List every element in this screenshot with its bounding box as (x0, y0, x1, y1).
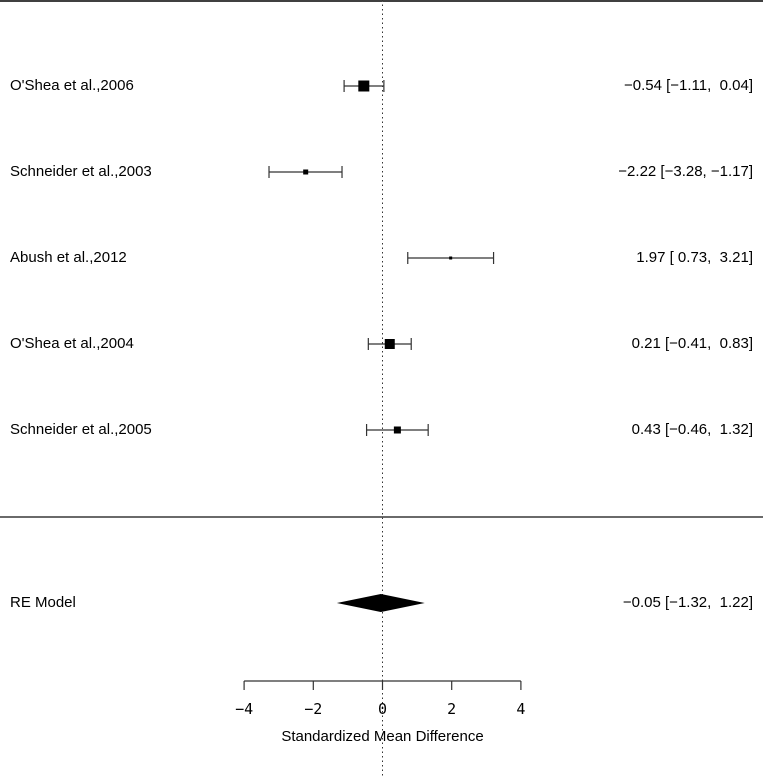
study-label: O'Shea et al.,2004 (10, 335, 134, 352)
study-label: Schneider et al.,2003 (10, 163, 152, 180)
x-tick-label: −2 (304, 700, 323, 718)
x-tick-label: 0 (377, 700, 388, 718)
effect-square (384, 339, 395, 349)
effect-square (303, 169, 309, 175)
effect-square (358, 80, 370, 92)
study-markers (268, 80, 495, 436)
x-axis-label: Standardized Mean Difference (281, 728, 484, 745)
study-estimate-text: 0.21 [−0.41, 0.83] (631, 335, 753, 352)
study-label: O'Shea et al.,2006 (10, 77, 134, 94)
effect-square (393, 426, 401, 434)
x-tick-label: 2 (447, 700, 457, 718)
summary-estimate-text: −0.05 [−1.32, 1.22] (622, 594, 753, 611)
study-label: Abush et al.,2012 (10, 249, 127, 266)
effect-square (449, 256, 453, 260)
summary-label: RE Model (10, 594, 76, 611)
x-tick-label: 4 (516, 700, 526, 718)
x-tick-label: −4 (235, 700, 254, 718)
study-estimate-text: 1.97 [ 0.73, 3.21] (636, 249, 753, 266)
study-estimate-text: 0.43 [−0.46, 1.32] (631, 421, 753, 438)
summary-diamond (336, 594, 425, 612)
study-estimate-text: −0.54 [−1.11, 0.04] (624, 77, 753, 94)
study-estimate-text: −2.22 [−3.28, −1.17] (618, 163, 753, 180)
x-axis (243, 680, 522, 690)
study-label: Schneider et al.,2005 (10, 421, 152, 438)
